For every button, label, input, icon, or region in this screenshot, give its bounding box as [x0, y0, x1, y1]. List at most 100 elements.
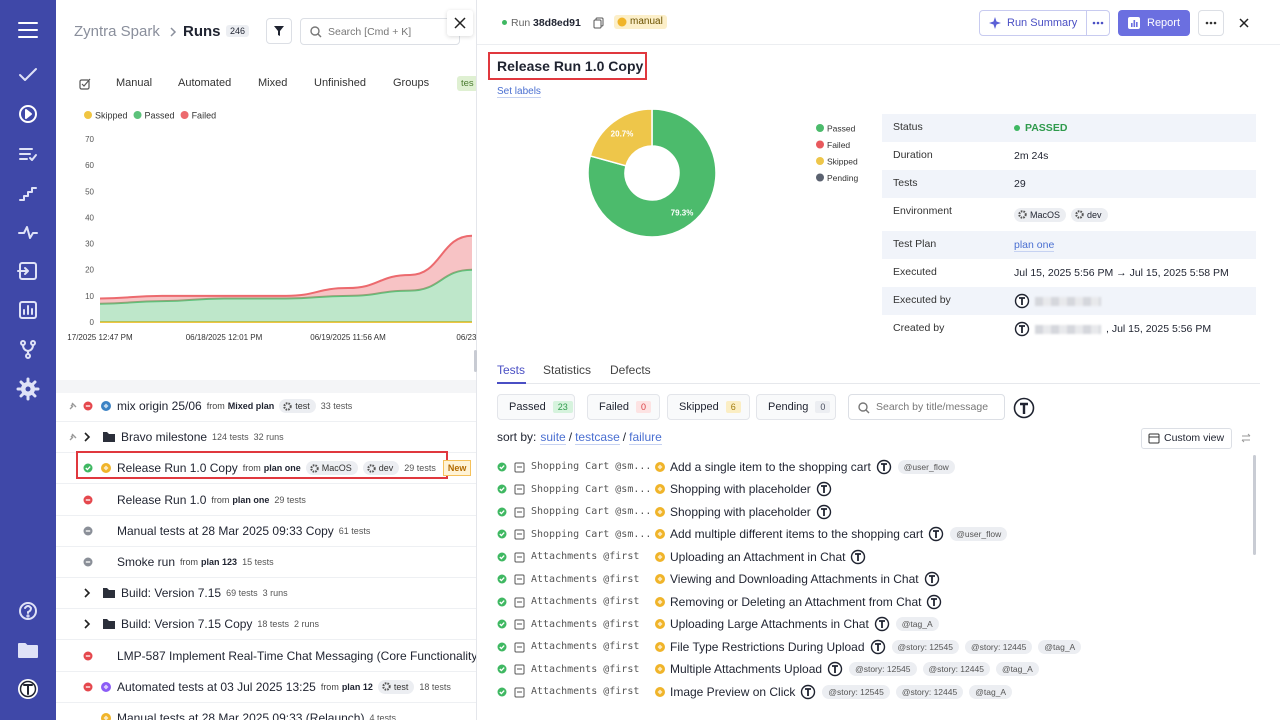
run-row[interactable]: Smoke runfromplan 12315 tests [56, 549, 476, 578]
status-dot [498, 665, 507, 674]
detail-label: Tests [893, 177, 918, 189]
user-avatar [874, 616, 890, 632]
chevron [85, 620, 89, 628]
run-row[interactable]: Automated tests at 03 Jul 2025 13:25from… [56, 674, 476, 703]
run-row[interactable]: Bravo milestone124 tests32 runs [56, 424, 476, 453]
run-row-content: Release Run 1.0 Copyfromplan oneMacOSdev… [83, 455, 471, 481]
gear-icon [283, 402, 292, 411]
y-tick-label: 0 [90, 318, 95, 327]
status-icon [497, 529, 507, 539]
gear-icon [310, 464, 319, 473]
from-label: fromplan one [243, 463, 301, 473]
detail-link[interactable]: plan one [1014, 239, 1054, 252]
legend-dot [181, 111, 189, 119]
scrollbar[interactable] [1253, 455, 1256, 555]
list-icon[interactable] [20, 149, 36, 160]
type-slot [100, 494, 112, 506]
sort-label: sort by: [497, 430, 536, 444]
detail-tab[interactable]: Defects [610, 363, 651, 377]
steps-icon[interactable] [20, 188, 36, 200]
custom-view-button[interactable]: Custom view [1141, 428, 1232, 449]
report-button[interactable]: Report [1118, 10, 1190, 36]
run-row[interactable]: LMP-587 Implement Real-Time Chat Messagi… [56, 643, 476, 672]
run-tab[interactable]: Groups [393, 77, 429, 89]
filter-chip[interactable]: Passed23 [497, 394, 575, 420]
run-row[interactable]: Release Run 1.0fromplan one29 tests [56, 487, 476, 516]
tab-badge[interactable]: tes [457, 76, 477, 91]
run-row[interactable]: Build: Version 7.1569 tests3 runs [56, 580, 476, 609]
detail-tab[interactable]: Tests [497, 363, 525, 377]
import-icon[interactable] [18, 263, 36, 279]
more-button[interactable] [1198, 10, 1224, 36]
run-name: Bravo milestone [121, 430, 207, 444]
close-detail[interactable] [1237, 16, 1251, 30]
test-row[interactable]: Shopping Cart @sm...Add a single item to… [497, 456, 1247, 477]
help-icon[interactable] [20, 603, 36, 619]
menu-icon[interactable] [19, 23, 37, 37]
branch-icon[interactable] [21, 341, 35, 358]
detail-label: Test Plan [893, 238, 936, 250]
run-row-content: Manual tests at 28 Mar 2025 09:33 (Relau… [83, 705, 396, 720]
check-icon[interactable] [20, 69, 36, 80]
redacted-name [1035, 325, 1101, 334]
tag-text: test [295, 401, 310, 411]
run-row[interactable]: Release Run 1.0 Copyfromplan oneMacOSdev… [56, 455, 476, 484]
tab-underline [497, 382, 526, 384]
status-icon [497, 574, 507, 584]
filter-chip[interactable]: Failed0 [587, 394, 660, 420]
detail-value: 2m 24s [1014, 142, 1048, 170]
x-tick-label: 06/19/2025 11:56 AM [310, 333, 386, 342]
run-row-content: mix origin 25/06fromMixed plantest33 tes… [83, 393, 352, 419]
y-tick-label: 50 [85, 187, 94, 196]
run-row[interactable]: mix origin 25/06fromMixed plantest33 tes… [56, 393, 476, 422]
test-row[interactable]: Attachments @firstRemoving or Deleting a… [497, 591, 1247, 612]
run-tab[interactable]: Mixed [258, 77, 287, 89]
sort-option[interactable]: suite [540, 430, 565, 445]
filter-chip[interactable]: Pending0 [756, 394, 836, 420]
test-row[interactable]: Shopping Cart @sm...Shopping with placeh… [497, 479, 1247, 500]
test-row[interactable]: Attachments @firstUploading an Attachmen… [497, 546, 1247, 567]
summary-donut: 79.3%20.7%PassedFailedSkippedPending [477, 0, 877, 260]
test-row[interactable]: Attachments @firstFile Type Restrictions… [497, 636, 1247, 657]
folder-icon[interactable] [19, 644, 37, 657]
user-avatar[interactable] [18, 679, 38, 699]
detail-value: Jul 15, 2025 5:56 PM → Jul 15, 2025 5:58… [1014, 259, 1229, 287]
test-row[interactable]: Attachments @firstViewing and Downloadin… [497, 569, 1247, 590]
sidebar-icons [0, 0, 56, 720]
filter-chip[interactable]: Skipped6 [667, 394, 750, 420]
type-slot [100, 462, 112, 474]
run-row[interactable]: Build: Version 7.15 Copy18 tests2 runs [56, 611, 476, 640]
test-tag: @story: 12445 [965, 640, 1032, 654]
summary-more[interactable] [1087, 10, 1110, 36]
run-row[interactable]: Manual tests at 28 Mar 2025 09:33 (Relau… [56, 705, 476, 720]
user-avatar [926, 594, 942, 610]
run-tab[interactable]: Manual [116, 77, 152, 89]
sort-option[interactable]: testcase [575, 430, 620, 445]
test-search[interactable]: Search by title/message [848, 394, 1005, 420]
test-row[interactable]: Attachments @firstUploading Large Attach… [497, 614, 1247, 635]
run-tab[interactable]: Unfinished [314, 77, 366, 89]
sort-option[interactable]: failure [629, 430, 662, 445]
status-dot [498, 530, 507, 539]
type-icon [654, 483, 666, 495]
pulse-icon[interactable] [19, 227, 37, 238]
test-row[interactable]: Shopping Cart @sm...Shopping with placeh… [497, 501, 1247, 522]
test-row[interactable]: Attachments @firstMultiple Attachments U… [497, 659, 1247, 680]
test-count: 18 tests [257, 619, 289, 629]
report-icon[interactable] [20, 302, 36, 318]
test-row[interactable]: Attachments @firstImage Preview on Click… [497, 681, 1247, 702]
settings-icon[interactable] [18, 379, 38, 399]
suite-icon [514, 528, 525, 540]
status-icon [497, 462, 507, 472]
runs-icon[interactable] [20, 106, 36, 122]
status-dot [498, 485, 507, 494]
run-summary-button[interactable]: Run Summary [979, 10, 1087, 36]
swap-icon [1240, 432, 1252, 444]
suite-name: Shopping Cart @sm... [531, 529, 651, 540]
run-row[interactable]: Manual tests at 28 Mar 2025 09:33 Copy61… [56, 518, 476, 547]
run-tab[interactable]: Automated [178, 77, 231, 89]
test-row[interactable]: Shopping Cart @sm...Add multiple differe… [497, 524, 1247, 545]
detail-value: PASSED [1014, 114, 1067, 142]
detail-tab[interactable]: Statistics [543, 363, 591, 377]
